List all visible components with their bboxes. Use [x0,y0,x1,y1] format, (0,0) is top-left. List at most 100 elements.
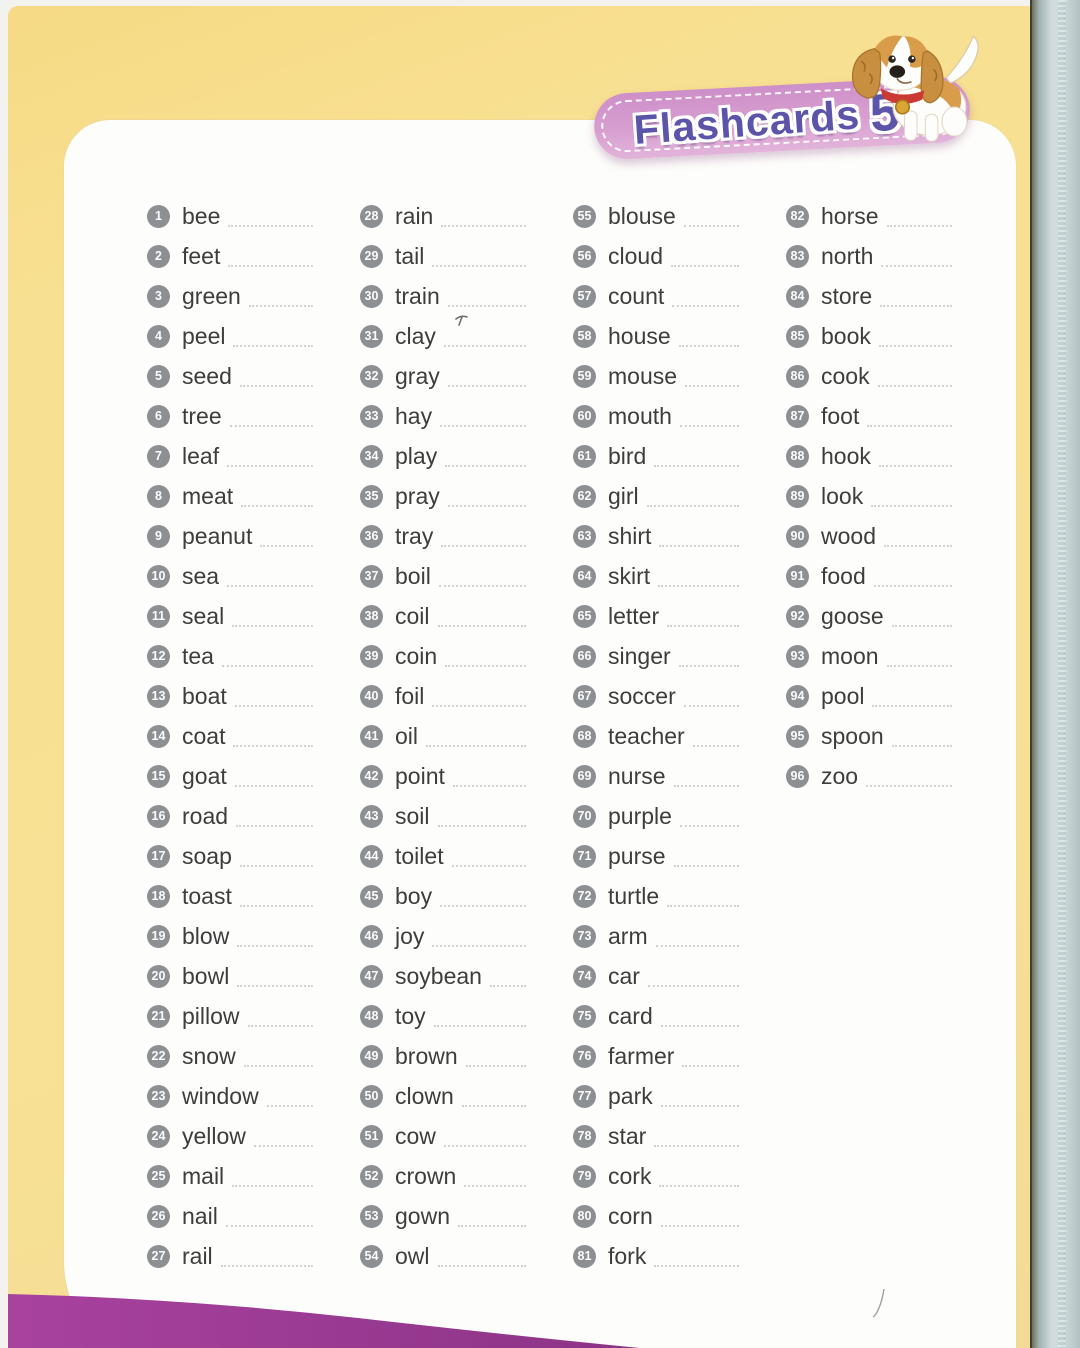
dotted-line [437,625,526,627]
word-label: car [608,962,640,989]
dotted-line [440,425,526,427]
word-label: nurse [608,762,666,789]
word-row: 32 gray [360,356,526,396]
number-badge: 70 [573,804,596,828]
number-badge: 82 [786,204,809,228]
dotted-line [228,265,313,267]
word-row: 82 horse [786,196,952,236]
number-badge: 44 [360,844,383,868]
dotted-line [667,625,739,627]
word-label: foil [395,682,425,709]
word-row: 46 joy [360,916,526,956]
word-row: 87 foot [786,396,952,436]
number-badge: 50 [360,1084,383,1108]
number-badge: 32 [360,364,383,388]
dotted-line [872,705,952,707]
number-badge: 78 [573,1124,596,1148]
word-label: fork [608,1242,647,1269]
dotted-line [672,305,739,307]
dotted-line [441,225,526,227]
dotted-line [233,345,313,347]
dotted-line [871,505,952,507]
number-badge: 25 [147,1164,170,1188]
number-badge: 16 [147,804,170,828]
number-badge: 68 [573,724,596,748]
dotted-line [658,585,739,587]
word-row: 20 bowl [147,956,313,996]
word-row: 74 car [573,956,739,996]
dotted-line [445,465,526,467]
number-badge: 46 [360,924,383,948]
dotted-line [239,905,313,907]
number-badge: 57 [573,284,596,308]
word-label: corn [608,1202,653,1229]
dog-icon [851,35,979,142]
dotted-line [227,465,313,467]
word-label: blow [182,922,230,949]
number-badge: 63 [573,524,596,548]
dotted-line [239,865,313,867]
dotted-line [682,1065,739,1067]
word-row: 75 card [573,996,739,1036]
word-label: tail [395,242,425,269]
dog-illustration [838,16,994,148]
word-row: 94 pool [786,676,952,716]
number-badge: 39 [360,644,383,668]
word-label: brown [395,1042,458,1069]
word-row: 59 mouse [573,356,739,396]
word-row: 90 wood [786,516,952,556]
number-badge: 84 [786,284,809,308]
word-label: cloud [608,242,663,269]
dotted-line [426,745,526,747]
number-badge: 40 [360,684,383,708]
word-row: 54 owl [360,1236,526,1276]
word-label: tree [182,402,222,429]
dotted-line [891,745,952,747]
word-label: hook [821,442,871,469]
number-badge: 30 [360,284,383,308]
dotted-line [247,1025,313,1027]
dotted-line [886,665,952,667]
word-label: cook [821,362,870,389]
number-badge: 22 [147,1044,170,1068]
word-row: 85 book [786,316,952,356]
word-row: 24 yellow [147,1116,313,1156]
number-badge: 1 [147,204,170,228]
dotted-line [260,545,313,547]
bottom-wave-decoration [8,1288,640,1348]
word-row: 69 nurse [573,756,739,796]
word-label: soap [182,842,232,869]
number-badge: 75 [573,1004,596,1028]
word-row: 8 meat [147,476,313,516]
dotted-line [241,505,313,507]
number-badge: 43 [360,804,383,828]
word-label: shirt [608,522,652,549]
word-row: 16 road [147,796,313,836]
number-badge: 61 [573,444,596,468]
dotted-line [443,1145,526,1147]
dotted-line [451,865,526,867]
word-label: mail [182,1162,225,1189]
dotted-line [678,345,739,347]
dotted-line [266,1105,313,1107]
number-badge: 95 [786,724,809,748]
word-label: boy [395,882,433,909]
word-row: 23 window [147,1076,313,1116]
word-label: hay [395,402,433,429]
number-badge: 7 [147,444,170,468]
content-card [64,120,1016,1348]
number-badge: 59 [573,364,596,388]
word-row: 51 cow [360,1116,526,1156]
number-badge: 94 [786,684,809,708]
word-column-1: 1 bee 2 feet 3 green 4 peel 5 seed 6 tree 7 leaf 8 meat… [147,196,313,1276]
dotted-line [683,225,739,227]
dotted-line [660,1025,739,1027]
word-label: gown [395,1202,450,1229]
word-row: 39 coin [360,636,526,676]
word-row: 6 tree [147,396,313,436]
dotted-line [654,1145,739,1147]
dotted-line [225,1225,313,1227]
word-label: coil [395,602,430,629]
dotted-line [447,385,526,387]
